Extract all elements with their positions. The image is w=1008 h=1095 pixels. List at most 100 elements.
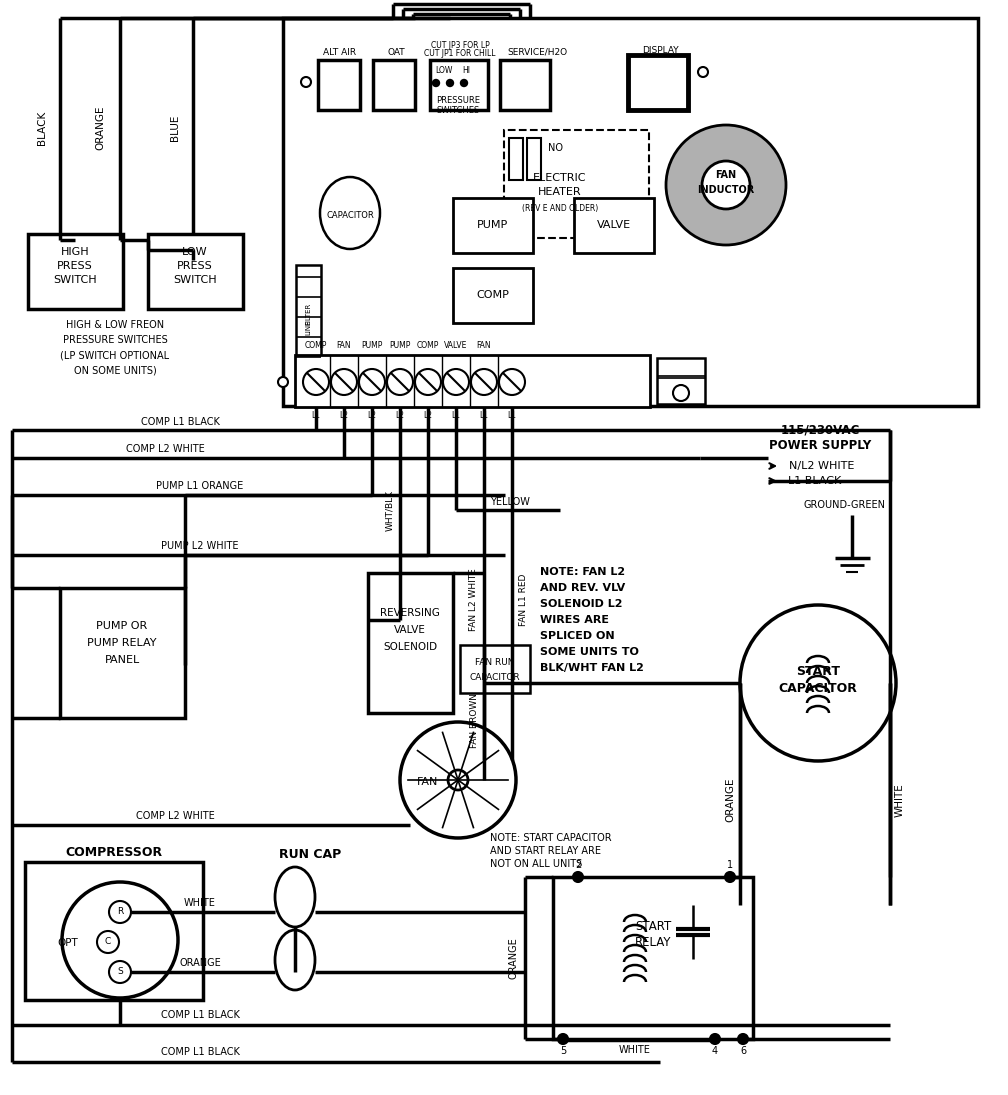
Text: ON SOME UNITS): ON SOME UNITS) bbox=[74, 365, 156, 374]
Circle shape bbox=[400, 722, 516, 838]
Text: ALT AIR: ALT AIR bbox=[324, 47, 357, 57]
Text: NOTE: FAN L2: NOTE: FAN L2 bbox=[540, 567, 625, 577]
Text: HIGH: HIGH bbox=[60, 247, 90, 257]
Text: COMP L1 BLACK: COMP L1 BLACK bbox=[160, 1047, 240, 1057]
Bar bbox=[460, 645, 530, 693]
Text: L1: L1 bbox=[480, 411, 489, 419]
Text: WHITE: WHITE bbox=[895, 783, 905, 817]
Bar bbox=[25, 862, 203, 1000]
Bar bbox=[628, 55, 688, 110]
Text: S: S bbox=[117, 968, 123, 977]
Text: N/L2 WHITE: N/L2 WHITE bbox=[789, 461, 855, 471]
Circle shape bbox=[415, 369, 442, 395]
Text: HIGH & LOW FREON: HIGH & LOW FREON bbox=[66, 320, 164, 330]
Text: FAN BROWN: FAN BROWN bbox=[471, 692, 480, 748]
Circle shape bbox=[109, 901, 131, 923]
Text: CAPACITOR: CAPACITOR bbox=[327, 210, 374, 219]
Text: ORANGE: ORANGE bbox=[509, 937, 519, 979]
Text: NO: NO bbox=[548, 143, 563, 153]
Text: 2: 2 bbox=[575, 860, 582, 871]
Text: L2: L2 bbox=[368, 411, 377, 419]
Text: CUT JP3 FOR LP: CUT JP3 FOR LP bbox=[430, 41, 489, 49]
Circle shape bbox=[97, 931, 119, 953]
Text: YELLOW: YELLOW bbox=[490, 497, 530, 507]
Text: COMP L1 BLACK: COMP L1 BLACK bbox=[140, 417, 220, 427]
Text: SOLENOID L2: SOLENOID L2 bbox=[540, 599, 623, 609]
Text: FAN: FAN bbox=[716, 170, 737, 180]
Text: LINE: LINE bbox=[305, 320, 311, 335]
Text: R: R bbox=[117, 908, 123, 917]
Text: CAPACITOR: CAPACITOR bbox=[778, 681, 858, 694]
Text: PRESSURE SWITCHES: PRESSURE SWITCHES bbox=[62, 335, 167, 345]
Text: OAT: OAT bbox=[387, 47, 405, 57]
Text: COMPRESSOR: COMPRESSOR bbox=[66, 845, 162, 858]
Text: RELAY: RELAY bbox=[635, 935, 671, 948]
Bar bbox=[373, 60, 415, 110]
Circle shape bbox=[740, 606, 896, 761]
Text: START: START bbox=[635, 921, 671, 934]
Text: (LP SWITCH OPTIONAL: (LP SWITCH OPTIONAL bbox=[60, 350, 169, 360]
Text: CUT JP1 FOR CHILL: CUT JP1 FOR CHILL bbox=[424, 48, 496, 58]
Circle shape bbox=[725, 872, 735, 881]
Bar bbox=[296, 265, 321, 380]
Circle shape bbox=[573, 872, 583, 881]
Text: PRESSURE: PRESSURE bbox=[436, 95, 480, 104]
Text: FAN: FAN bbox=[337, 341, 352, 349]
Ellipse shape bbox=[320, 177, 380, 249]
Text: L2: L2 bbox=[340, 411, 349, 419]
Bar bbox=[553, 877, 753, 1039]
Text: L2: L2 bbox=[395, 411, 404, 419]
Text: SOME UNITS TO: SOME UNITS TO bbox=[540, 647, 639, 657]
Text: L1: L1 bbox=[311, 411, 321, 419]
Text: SPLICED ON: SPLICED ON bbox=[540, 631, 615, 641]
Text: FAN RUN: FAN RUN bbox=[475, 657, 515, 667]
Circle shape bbox=[666, 125, 786, 245]
Circle shape bbox=[301, 77, 311, 87]
Bar bbox=[28, 234, 123, 309]
Text: 6: 6 bbox=[740, 1046, 746, 1056]
Circle shape bbox=[443, 369, 469, 395]
Bar bbox=[295, 355, 650, 407]
Text: PANEL: PANEL bbox=[105, 655, 140, 665]
Text: SWITCH: SWITCH bbox=[53, 275, 97, 285]
Bar bbox=[453, 268, 533, 323]
Text: (REV E AND OLDER): (REV E AND OLDER) bbox=[522, 204, 598, 212]
Bar bbox=[368, 573, 453, 713]
Text: BLUE: BLUE bbox=[170, 115, 180, 141]
Circle shape bbox=[673, 385, 689, 401]
Circle shape bbox=[471, 369, 497, 395]
Text: FAN L1 RED: FAN L1 RED bbox=[519, 574, 528, 626]
Text: VALVE: VALVE bbox=[394, 625, 426, 635]
Text: PUMP: PUMP bbox=[361, 341, 383, 349]
Text: L1: L1 bbox=[507, 411, 516, 419]
Bar bbox=[509, 138, 523, 180]
Bar bbox=[430, 60, 488, 110]
Text: PUMP RELAY: PUMP RELAY bbox=[88, 638, 157, 648]
Text: SERVICE/H2O: SERVICE/H2O bbox=[507, 47, 568, 57]
Text: WHITE: WHITE bbox=[619, 1045, 651, 1054]
Circle shape bbox=[432, 80, 439, 87]
Text: START: START bbox=[796, 665, 840, 678]
Text: FAN L2 WHITE: FAN L2 WHITE bbox=[470, 568, 479, 632]
Text: ORANGE: ORANGE bbox=[95, 106, 105, 150]
Circle shape bbox=[558, 1034, 568, 1044]
Text: LOW: LOW bbox=[435, 66, 453, 74]
Bar bbox=[574, 198, 654, 253]
Text: HEATER: HEATER bbox=[538, 187, 582, 197]
Bar bbox=[504, 130, 649, 238]
Text: REVERSING: REVERSING bbox=[380, 608, 439, 618]
Text: WHT/BLK: WHT/BLK bbox=[385, 489, 394, 530]
Text: COMP: COMP bbox=[477, 290, 509, 300]
Text: NOT ON ALL UNITS: NOT ON ALL UNITS bbox=[490, 858, 583, 869]
Circle shape bbox=[710, 1034, 720, 1044]
Text: VALVE: VALVE bbox=[597, 220, 631, 230]
Circle shape bbox=[278, 377, 288, 387]
Text: L2: L2 bbox=[423, 411, 432, 419]
Text: DISPLAY: DISPLAY bbox=[642, 46, 678, 55]
Circle shape bbox=[698, 67, 708, 77]
Text: GROUND-GREEN: GROUND-GREEN bbox=[804, 500, 886, 510]
Text: VALVE: VALVE bbox=[445, 341, 468, 349]
Text: FAN: FAN bbox=[417, 777, 438, 787]
Text: L1 BLACK: L1 BLACK bbox=[788, 476, 842, 486]
Circle shape bbox=[109, 961, 131, 983]
